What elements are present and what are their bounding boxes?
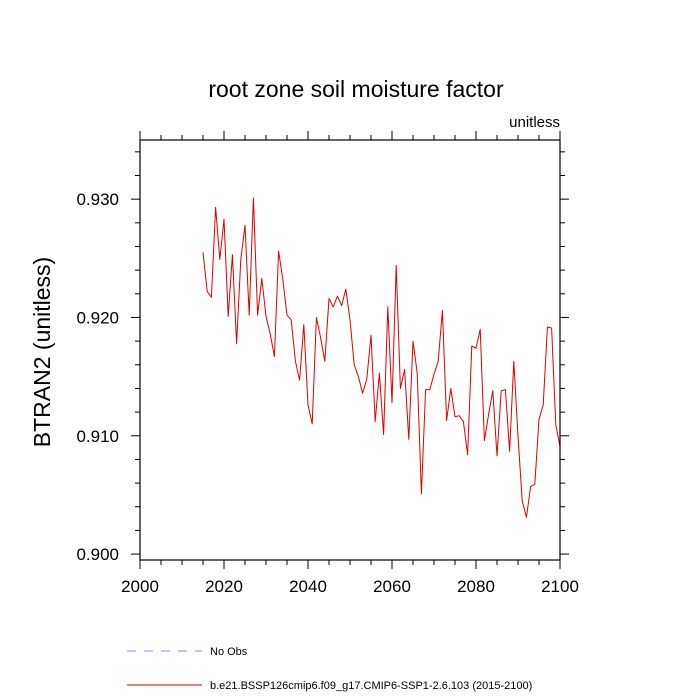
- series-lines: [202, 197, 561, 518]
- y-tick-label-1: 0.910: [76, 427, 119, 446]
- x-tick-label-2080: 2080: [457, 577, 495, 596]
- series-line-1: [202, 197, 561, 518]
- units-label: unitless: [509, 114, 560, 131]
- x-tick-label-2060: 2060: [373, 577, 411, 596]
- axis-ticks: [131, 131, 569, 569]
- y-tick-label-0: 0.900: [76, 545, 119, 564]
- legend-label-no-obs: No Obs: [210, 646, 248, 658]
- y-tick-label-3: 0.930: [76, 190, 119, 209]
- chart-title: root zone soil moisture factor: [208, 76, 504, 102]
- x-tick-label-2020: 2020: [205, 577, 243, 596]
- legend-label-ssp126: b.e21.BSSP126cmip6.f09_g17.CMIP6-SSP1-2.…: [210, 680, 532, 692]
- x-tick-label-2040: 2040: [289, 577, 327, 596]
- legend: No Obs b.e21.BSSP126cmip6.f09_g17.CMIP6-…: [127, 646, 532, 692]
- x-tick-label-2000: 2000: [121, 577, 159, 596]
- y-axis-label: BTRAN2 (unitless): [29, 257, 55, 447]
- x-tick-label-2100: 2100: [541, 577, 579, 596]
- plot-frame: [139, 139, 561, 561]
- axis-tick-labels: 2000 2020 2040 2060 2080 2100 0.900 0.910 0.920 0…: [76, 190, 578, 596]
- y-tick-label-2: 0.920: [76, 308, 119, 327]
